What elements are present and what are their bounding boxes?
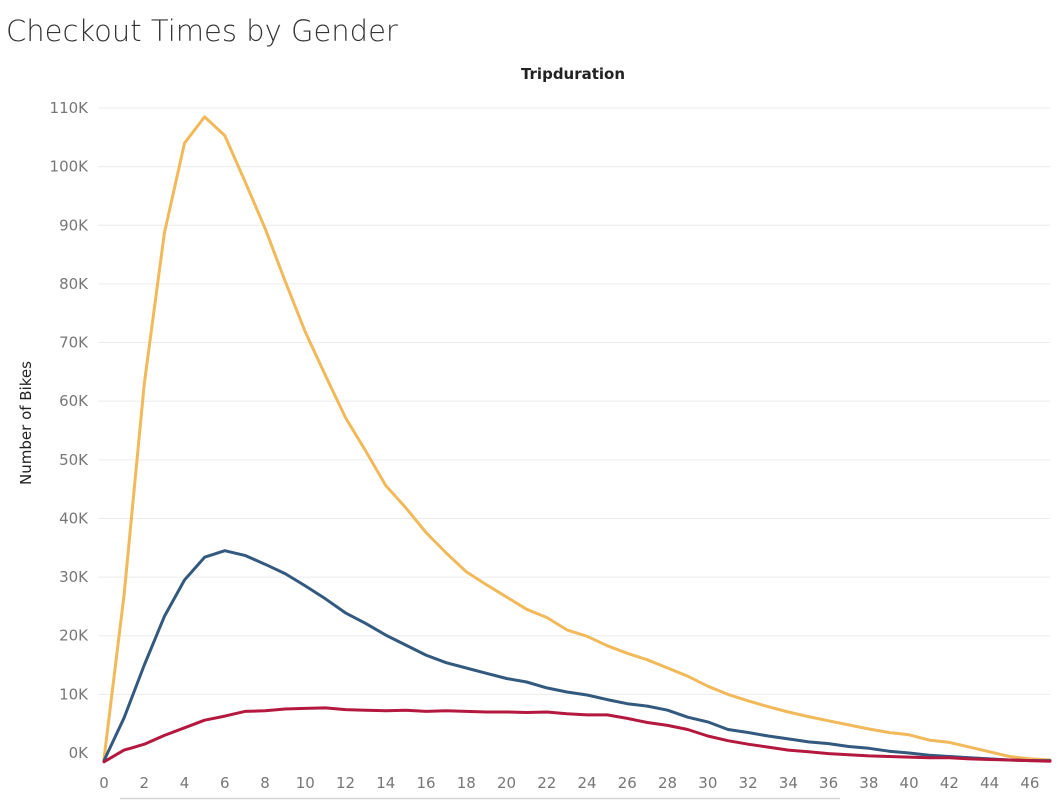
x-tick-label: 24 xyxy=(578,774,597,792)
x-tick-label: 16 xyxy=(416,774,435,792)
y-tick-label: 60K xyxy=(59,392,89,410)
x-tick-label: 12 xyxy=(336,774,355,792)
series-line-1 xyxy=(102,115,1052,762)
x-tick-label: 18 xyxy=(457,774,476,792)
series-lines xyxy=(102,115,1052,764)
x-tick-label: 46 xyxy=(1020,774,1039,792)
y-tick-label: 20K xyxy=(59,627,89,645)
x-tick-label: 36 xyxy=(819,774,838,792)
x-tick-label: 28 xyxy=(658,774,677,792)
series-line-2 xyxy=(102,549,1052,763)
series-line-3 xyxy=(102,706,1052,764)
y-tick-label: 10K xyxy=(59,685,89,703)
y-tick-label: 100K xyxy=(50,158,90,176)
x-tick-label: 42 xyxy=(940,774,959,792)
x-tick-label: 8 xyxy=(260,774,270,792)
x-tick-label: 4 xyxy=(180,774,190,792)
chart-header: Tripduration xyxy=(521,65,625,83)
x-axis: 0 2 4 6 8 10 12 14 16 18 20 22 24 26 28 30 32 34 36 38 40 42 4… xyxy=(99,774,1039,792)
x-tick-label: 20 xyxy=(497,774,516,792)
y-tick-label: 0K xyxy=(69,744,90,762)
y-tick-label: 50K xyxy=(59,451,89,469)
x-tick-label: 38 xyxy=(859,774,878,792)
page-title: Checkout Times by Gender xyxy=(6,14,398,48)
x-tick-label: 40 xyxy=(900,774,919,792)
y-axis-title: Number of Bikes xyxy=(17,361,35,485)
x-tick-label: 10 xyxy=(296,774,315,792)
x-tick-label: 0 xyxy=(99,774,109,792)
x-tick-label: 32 xyxy=(739,774,758,792)
y-tick-label: 70K xyxy=(59,334,89,352)
y-tick-label: 40K xyxy=(59,509,89,527)
y-tick-label: 90K xyxy=(59,216,89,234)
y-tick-label: 110K xyxy=(50,99,90,117)
y-tick-label: 80K xyxy=(59,275,89,293)
x-tick-label: 6 xyxy=(220,774,230,792)
y-axis: 0K 10K 20K 30K 40K 50K 60K 70K 80K 90K 100K 110K xyxy=(50,99,90,762)
gridlines xyxy=(98,107,1050,695)
x-tick-label: 30 xyxy=(698,774,717,792)
x-tick-label: 22 xyxy=(537,774,556,792)
x-tick-label: 34 xyxy=(779,774,798,792)
x-tick-label: 2 xyxy=(139,774,149,792)
x-tick-label: 44 xyxy=(980,774,999,792)
x-tick-label: 26 xyxy=(618,774,637,792)
x-tick-label: 14 xyxy=(376,774,395,792)
y-tick-label: 30K xyxy=(59,568,89,586)
